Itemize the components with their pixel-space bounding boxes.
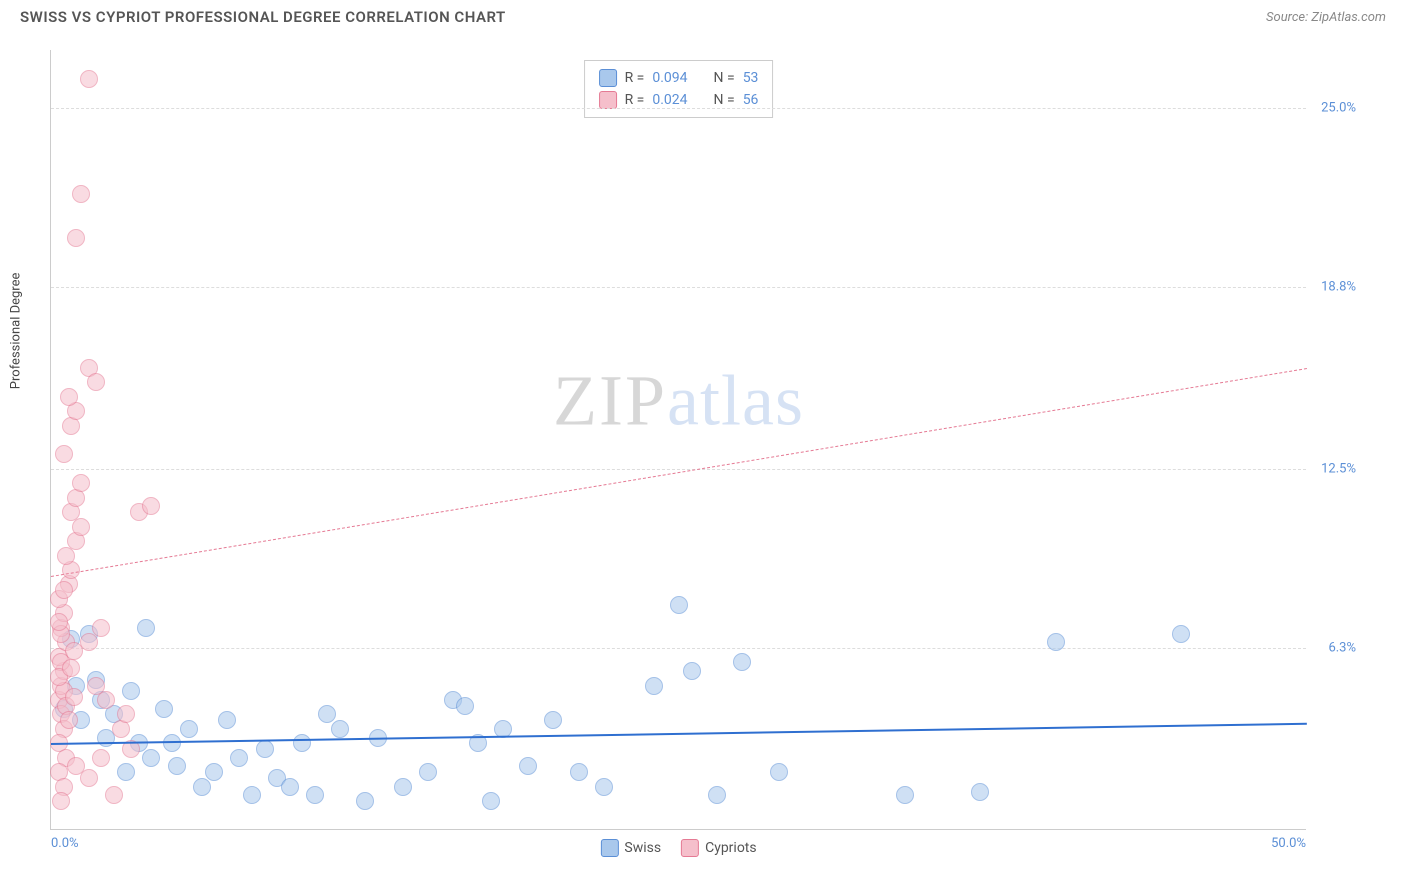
scatter-point bbox=[80, 769, 98, 787]
watermark-zip: ZIP bbox=[553, 360, 667, 440]
scatter-point bbox=[87, 677, 105, 695]
scatter-point bbox=[708, 786, 726, 804]
scatter-point bbox=[456, 697, 474, 715]
scatter-point bbox=[142, 749, 160, 767]
scatter-point bbox=[92, 749, 110, 767]
scatter-point bbox=[137, 619, 155, 637]
scatter-point bbox=[55, 581, 73, 599]
legend-swatch bbox=[599, 91, 617, 109]
scatter-point bbox=[394, 778, 412, 796]
scatter-point bbox=[55, 445, 73, 463]
legend-swatch bbox=[681, 839, 699, 857]
chart-title: SWISS VS CYPRIOT PROFESSIONAL DEGREE COR… bbox=[20, 8, 506, 26]
legend-n-value: 53 bbox=[743, 70, 759, 86]
scatter-point bbox=[230, 749, 248, 767]
scatter-point bbox=[142, 497, 160, 515]
scatter-point bbox=[80, 633, 98, 651]
x-tick-min: 0.0% bbox=[51, 836, 79, 851]
scatter-point bbox=[595, 778, 613, 796]
scatter-point bbox=[256, 740, 274, 758]
gridline bbox=[51, 108, 1306, 109]
scatter-point bbox=[72, 474, 90, 492]
scatter-point bbox=[72, 185, 90, 203]
scatter-point bbox=[1047, 633, 1065, 651]
scatter-point bbox=[683, 662, 701, 680]
scatter-point bbox=[570, 763, 588, 781]
scatter-point bbox=[50, 613, 68, 631]
scatter-point bbox=[519, 757, 537, 775]
chart-source: Source: ZipAtlas.com bbox=[1266, 10, 1386, 25]
scatter-point bbox=[92, 619, 110, 637]
scatter-point bbox=[122, 682, 140, 700]
scatter-point bbox=[80, 70, 98, 88]
legend-n-label: N = bbox=[714, 92, 735, 108]
gridline bbox=[51, 287, 1306, 288]
y-tick-label: 6.3% bbox=[1311, 641, 1356, 656]
scatter-point bbox=[331, 720, 349, 738]
scatter-point bbox=[52, 792, 70, 810]
scatter-point bbox=[60, 388, 78, 406]
legend-swatch bbox=[599, 69, 617, 87]
scatter-point bbox=[544, 711, 562, 729]
scatter-point bbox=[117, 763, 135, 781]
x-tick-max: 50.0% bbox=[1271, 836, 1306, 851]
watermark: ZIPatlas bbox=[553, 359, 804, 442]
scatter-point bbox=[67, 229, 85, 247]
chart-container: ZIPatlas Professional Degree 0.0% 50.0% … bbox=[50, 50, 1360, 830]
y-tick-label: 25.0% bbox=[1311, 100, 1356, 115]
y-tick-label: 18.8% bbox=[1311, 279, 1356, 294]
scatter-point bbox=[281, 778, 299, 796]
scatter-point bbox=[65, 688, 83, 706]
chart-header: SWISS VS CYPRIOT PROFESSIONAL DEGREE COR… bbox=[0, 0, 1406, 36]
legend-n-value: 56 bbox=[743, 92, 759, 108]
scatter-point bbox=[155, 700, 173, 718]
scatter-point bbox=[205, 763, 223, 781]
watermark-atlas: atlas bbox=[667, 360, 804, 440]
scatter-point bbox=[60, 711, 78, 729]
scatter-point bbox=[971, 783, 989, 801]
legend-stats: R = 0.094 N = 53 R = 0.024 N = 56 bbox=[584, 60, 774, 118]
legend-swatch bbox=[600, 839, 618, 857]
scatter-point bbox=[87, 373, 105, 391]
scatter-point bbox=[193, 778, 211, 796]
scatter-point bbox=[1172, 625, 1190, 643]
trend-line bbox=[51, 723, 1307, 745]
scatter-point bbox=[356, 792, 374, 810]
scatter-point bbox=[218, 711, 236, 729]
legend-n-label: N = bbox=[714, 70, 735, 86]
legend-series-item: Cypriots bbox=[681, 839, 757, 857]
scatter-point bbox=[168, 757, 186, 775]
legend-r-label: R = bbox=[625, 70, 645, 86]
scatter-point bbox=[293, 734, 311, 752]
legend-series-item: Swiss bbox=[600, 839, 661, 857]
legend-series-label: Swiss bbox=[624, 840, 661, 856]
scatter-point bbox=[419, 763, 437, 781]
trend-line bbox=[51, 368, 1307, 577]
legend-stats-row: R = 0.094 N = 53 bbox=[599, 67, 759, 89]
y-axis-label: Professional Degree bbox=[9, 272, 24, 389]
scatter-point bbox=[733, 653, 751, 671]
scatter-point bbox=[163, 734, 181, 752]
scatter-point bbox=[105, 786, 123, 804]
legend-r-value: 0.024 bbox=[652, 92, 687, 108]
legend-series-label: Cypriots bbox=[705, 840, 757, 856]
gridline bbox=[51, 469, 1306, 470]
scatter-point bbox=[670, 596, 688, 614]
y-tick-label: 12.5% bbox=[1311, 461, 1356, 476]
scatter-point bbox=[117, 705, 135, 723]
scatter-point bbox=[62, 659, 80, 677]
scatter-point bbox=[57, 547, 75, 565]
legend-r-value: 0.094 bbox=[652, 70, 687, 86]
scatter-point bbox=[645, 677, 663, 695]
scatter-point bbox=[770, 763, 788, 781]
legend-series: Swiss Cypriots bbox=[600, 839, 756, 857]
scatter-point bbox=[482, 792, 500, 810]
scatter-point bbox=[180, 720, 198, 738]
legend-r-label: R = bbox=[625, 92, 645, 108]
plot-area: ZIPatlas Professional Degree 0.0% 50.0% … bbox=[50, 50, 1306, 830]
gridline bbox=[51, 648, 1306, 649]
scatter-point bbox=[896, 786, 914, 804]
scatter-point bbox=[306, 786, 324, 804]
scatter-point bbox=[243, 786, 261, 804]
